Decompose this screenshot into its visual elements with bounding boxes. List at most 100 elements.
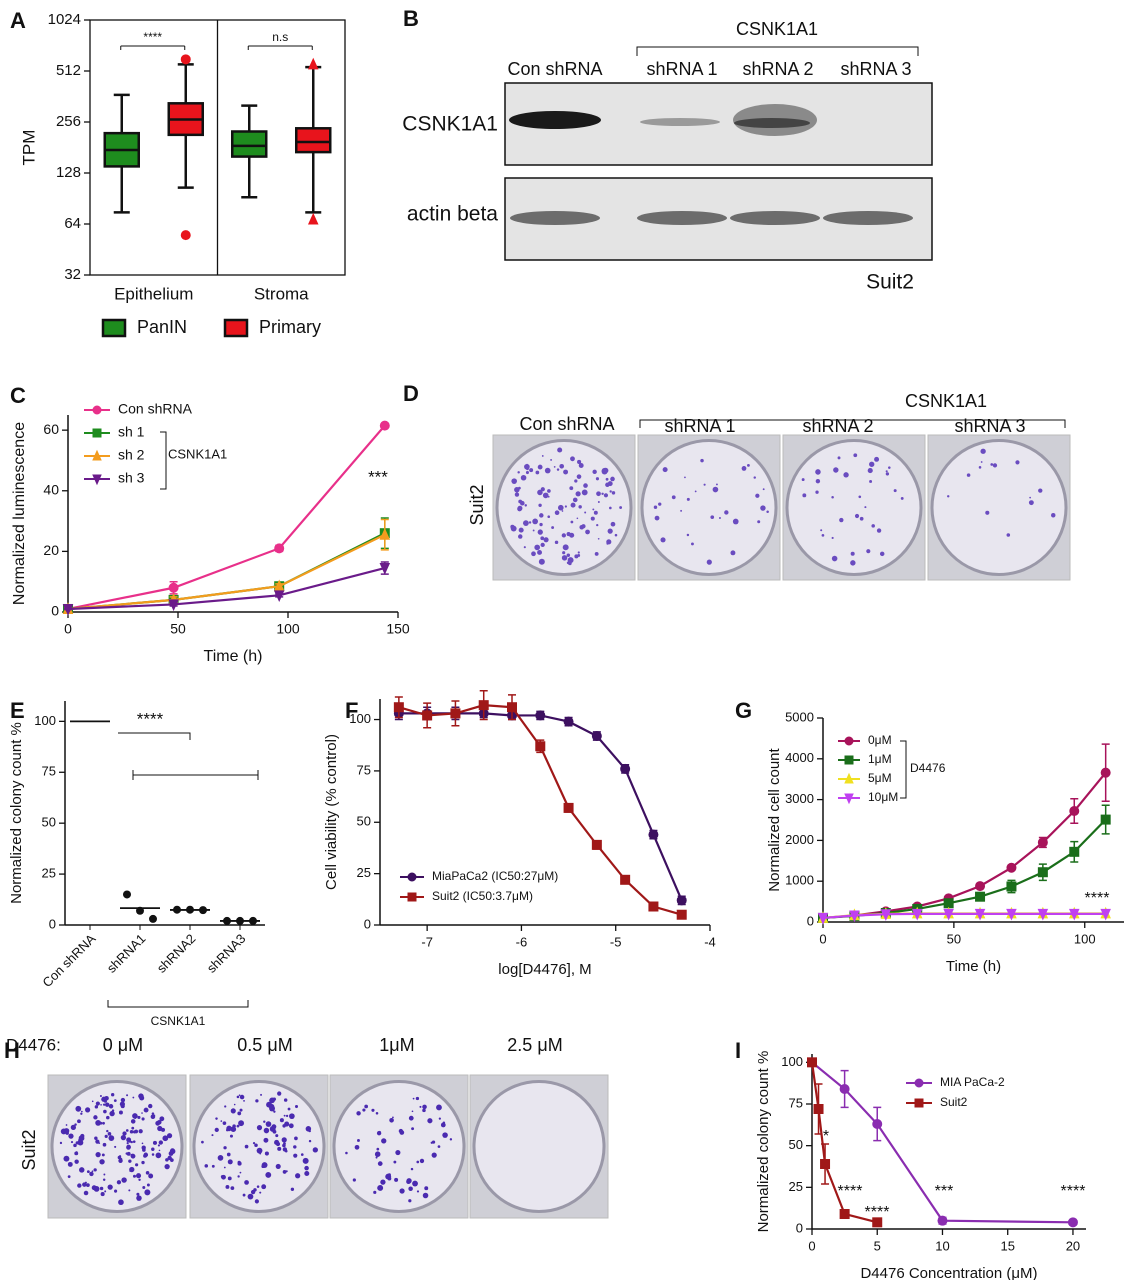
colony bbox=[132, 1174, 136, 1178]
colony bbox=[104, 1134, 108, 1138]
marker bbox=[872, 1217, 883, 1228]
band bbox=[637, 211, 727, 225]
well bbox=[332, 1080, 466, 1213]
colony bbox=[279, 1118, 284, 1123]
colony bbox=[553, 466, 556, 468]
colony bbox=[65, 1124, 68, 1126]
colony bbox=[295, 1173, 301, 1179]
colony bbox=[539, 513, 544, 518]
legend-swatch bbox=[223, 318, 249, 338]
colony bbox=[104, 1190, 107, 1193]
colony bbox=[436, 1104, 442, 1111]
colony bbox=[374, 1151, 381, 1157]
colony bbox=[377, 1184, 384, 1191]
colony bbox=[259, 1191, 262, 1194]
colony bbox=[594, 552, 599, 556]
colony bbox=[74, 1159, 79, 1164]
dose-label: 1μM bbox=[379, 1035, 414, 1055]
colony bbox=[440, 1122, 446, 1128]
y-tick-label: 50 bbox=[42, 815, 56, 830]
colony bbox=[517, 506, 522, 512]
colony bbox=[888, 466, 891, 469]
colony bbox=[1038, 488, 1043, 493]
annotation: **** bbox=[1085, 890, 1110, 907]
colony bbox=[162, 1135, 169, 1142]
colony bbox=[106, 1129, 109, 1133]
colony bbox=[136, 1192, 140, 1196]
x-tick-label: -7 bbox=[421, 934, 433, 949]
colony bbox=[356, 1111, 361, 1116]
colony bbox=[431, 1152, 437, 1158]
x-axis-label: Time (h) bbox=[946, 958, 1001, 975]
colony bbox=[67, 1175, 71, 1179]
dot bbox=[236, 916, 244, 925]
colony bbox=[590, 516, 595, 521]
colony bbox=[416, 1190, 420, 1193]
colony bbox=[419, 1158, 425, 1164]
series-line bbox=[67, 533, 386, 611]
colony bbox=[282, 1143, 286, 1148]
colony bbox=[526, 467, 529, 471]
colony bbox=[712, 486, 719, 493]
colony bbox=[524, 504, 527, 507]
band bbox=[640, 118, 720, 126]
colony bbox=[438, 1117, 441, 1120]
colony bbox=[134, 1129, 139, 1134]
colony bbox=[980, 448, 986, 454]
marker bbox=[379, 563, 391, 575]
colony bbox=[99, 1186, 104, 1191]
colony bbox=[204, 1164, 209, 1168]
colony bbox=[839, 517, 844, 523]
bracket bbox=[107, 1000, 249, 1008]
x-tick-label: Stroma bbox=[254, 284, 309, 303]
colony bbox=[538, 503, 542, 507]
marker bbox=[1100, 767, 1111, 778]
colony bbox=[263, 1120, 266, 1123]
colony bbox=[157, 1144, 161, 1147]
colony bbox=[264, 1151, 269, 1156]
colony bbox=[854, 513, 860, 519]
colony bbox=[126, 1142, 129, 1145]
colony bbox=[766, 510, 769, 514]
marker bbox=[1037, 837, 1048, 848]
colony bbox=[619, 506, 623, 509]
colony bbox=[95, 1151, 101, 1158]
colony bbox=[990, 463, 994, 466]
y-tick-label: 128 bbox=[56, 164, 81, 181]
y-tick-label: 0 bbox=[51, 603, 59, 619]
colony bbox=[120, 1097, 126, 1103]
y-tick-label: 40 bbox=[43, 481, 59, 497]
colony bbox=[236, 1124, 240, 1128]
colony bbox=[256, 1125, 263, 1131]
y-tick-label: 50 bbox=[357, 814, 371, 829]
colony bbox=[165, 1158, 169, 1162]
colony bbox=[562, 544, 569, 551]
marker bbox=[307, 57, 319, 70]
marker bbox=[274, 543, 285, 554]
marker bbox=[620, 874, 631, 885]
colony bbox=[138, 1129, 143, 1134]
colony bbox=[694, 490, 697, 493]
panel-letter: H bbox=[4, 1038, 20, 1063]
colony bbox=[239, 1108, 243, 1112]
colony bbox=[537, 489, 543, 496]
colony bbox=[574, 479, 578, 483]
colony bbox=[518, 527, 524, 533]
colony bbox=[255, 1099, 259, 1103]
colony bbox=[294, 1105, 299, 1109]
legend-label: Con shRNA bbox=[118, 401, 193, 417]
cell-line-label: Suit2 bbox=[19, 1129, 39, 1170]
marker bbox=[943, 898, 954, 909]
colony bbox=[559, 463, 565, 469]
colony bbox=[82, 1182, 87, 1187]
colony bbox=[224, 1105, 227, 1108]
marker bbox=[1067, 1217, 1078, 1228]
colony bbox=[254, 1143, 258, 1147]
colony bbox=[239, 1171, 242, 1174]
series-line bbox=[822, 912, 1106, 920]
dot bbox=[223, 916, 231, 925]
colony bbox=[540, 536, 545, 541]
marker bbox=[943, 908, 954, 921]
colony bbox=[75, 1105, 82, 1112]
bracket bbox=[636, 46, 919, 56]
